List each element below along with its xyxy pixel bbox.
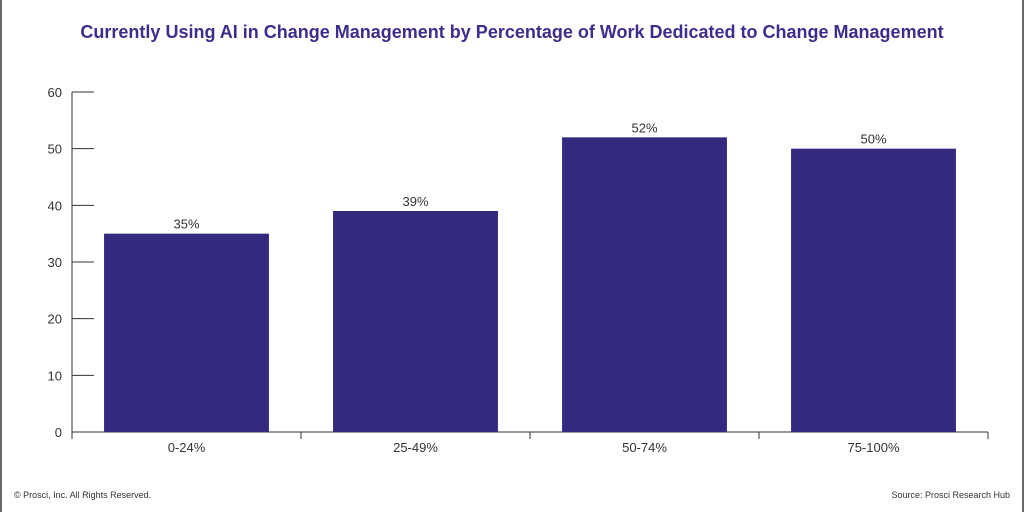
data-label: 39% <box>402 194 428 209</box>
copyright-note: © Prosci, Inc. All Rights Reserved. <box>14 490 152 500</box>
bar <box>333 211 498 432</box>
bar <box>562 137 727 433</box>
x-tick-label: 50-74% <box>622 440 667 455</box>
y-tick-label: 40 <box>48 198 62 213</box>
y-tick-label: 50 <box>48 142 62 157</box>
data-label: 35% <box>173 217 199 232</box>
y-tick-label: 20 <box>48 312 62 327</box>
data-label: 50% <box>860 132 886 147</box>
chart-title: Currently Using AI in Change Management … <box>80 22 944 42</box>
x-tick-label: 25-49% <box>393 440 438 455</box>
y-tick-label: 10 <box>48 368 62 383</box>
data-label: 52% <box>631 120 657 135</box>
bar <box>104 233 269 432</box>
x-tick-label: 0-24% <box>168 440 206 455</box>
y-tick-label: 30 <box>48 255 62 270</box>
bar <box>791 148 956 432</box>
source-note: Source: Prosci Research Hub <box>891 490 1010 500</box>
y-tick-label: 0 <box>55 425 62 440</box>
x-tick-label: 75-100% <box>847 440 899 455</box>
y-tick-label: 60 <box>48 85 62 100</box>
